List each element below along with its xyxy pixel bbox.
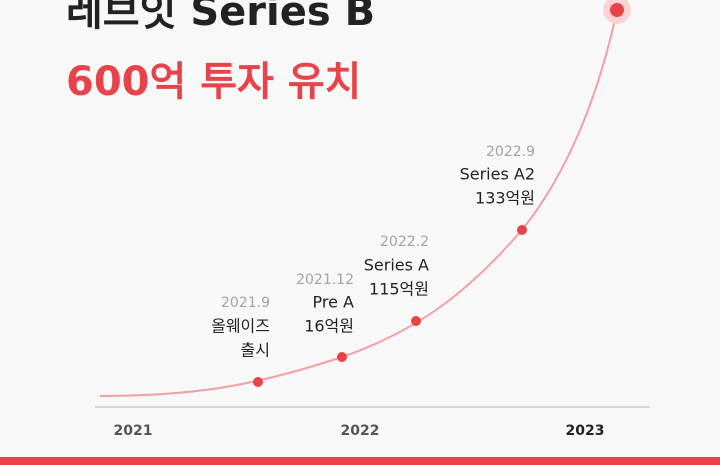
milestone-date: 2022.9 [486,144,535,160]
milestone-dot [337,352,347,362]
milestone-dot [253,377,263,387]
milestone-date: 2022.2 [380,234,429,250]
axis-label: 2022 [341,423,380,439]
axis-label: 2023 [566,423,605,439]
milestone-label: 133억원 [475,189,535,208]
milestone-label: 출시 [241,341,270,360]
subtitle: 600억 투자 유치 [66,59,361,105]
milestone-date: 2021.9 [221,295,270,311]
axis-label: 2021 [114,423,153,439]
title: 레브잇 Series B [66,0,375,35]
goal-dot [610,3,624,17]
milestone-label: Series A [364,256,429,275]
milestone-label: Pre A [313,293,355,312]
milestone-label: 115억원 [369,280,429,299]
milestone-dot [411,316,421,326]
milestone-label: Series A2 [460,165,535,184]
bottom-bar [0,457,720,465]
growth-curve [99,9,618,397]
milestone-label: 16억원 [304,317,354,336]
milestone-dot [517,225,527,235]
milestone-date: 2021.12 [296,272,354,288]
milestone-label: 올웨이즈 [211,317,270,336]
